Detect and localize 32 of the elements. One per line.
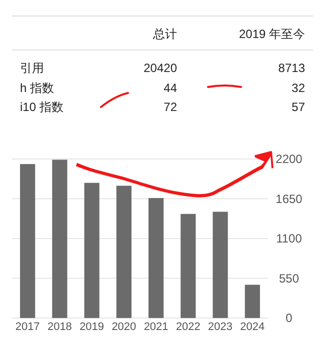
bar <box>116 186 132 318</box>
x-tick-label: 2022 <box>176 321 200 333</box>
data-label: 32 <box>292 81 306 95</box>
x-tick-label: 2019 <box>80 321 104 333</box>
x-tick-label: 2017 <box>15 321 40 333</box>
bar <box>244 284 260 318</box>
category-label: i10 指数 <box>20 100 64 114</box>
y-tick-label: 2200 <box>276 152 303 166</box>
x-tick-label: 2024 <box>240 321 265 333</box>
y-tick-label: 1650 <box>276 192 303 206</box>
x-tick-label: 2020 <box>112 321 136 333</box>
data-label: 57 <box>292 100 306 114</box>
bar <box>52 160 68 318</box>
bar <box>180 214 196 318</box>
category-label: 引用 <box>20 61 44 75</box>
x-tick-label: 2023 <box>208 321 233 333</box>
data-label: 72 <box>164 100 178 114</box>
text: 2019 年至今 <box>238 27 305 41</box>
y-tick-label: 550 <box>278 271 300 286</box>
bar <box>84 182 100 318</box>
text: 总计 <box>152 27 177 41</box>
y-tick-label: 0 <box>286 311 293 326</box>
data-label: 44 <box>164 81 178 95</box>
data-label: 8713 <box>278 61 306 75</box>
bar <box>20 164 36 318</box>
category-label: h 指数 <box>20 81 54 95</box>
x-tick-label: 2018 <box>47 321 72 333</box>
data-label: 20420 <box>144 61 178 75</box>
x-tick-label: 2021 <box>144 321 168 333</box>
bar <box>212 212 228 318</box>
bar <box>148 198 164 318</box>
y-tick-label: 1100 <box>276 232 302 246</box>
